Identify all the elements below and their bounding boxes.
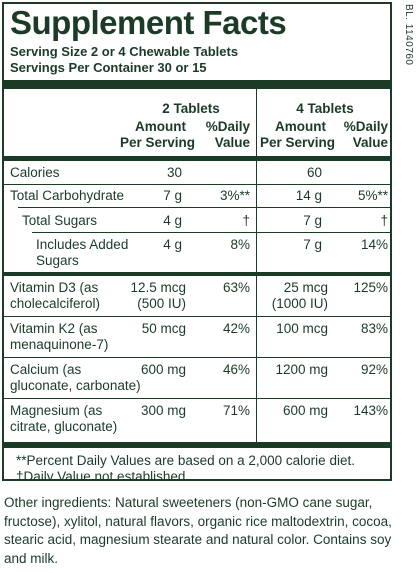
row-divider bbox=[18, 207, 390, 208]
dv-2tab: 3%** bbox=[219, 188, 250, 203]
dv-4tab: 14% bbox=[360, 237, 388, 252]
dv-2tab: 71% bbox=[222, 403, 250, 418]
thick-rule-top bbox=[4, 80, 390, 89]
amount-2tab: 7 g bbox=[163, 188, 182, 203]
amount-4tab: 7 g bbox=[303, 237, 322, 252]
row-divider bbox=[4, 184, 390, 185]
dv-header-1a: %Daily bbox=[205, 119, 250, 134]
dv-4tab: 92% bbox=[360, 362, 388, 377]
amount-2tab: 12.5 mcg bbox=[130, 280, 186, 295]
row-divider bbox=[32, 232, 390, 233]
label-code: BL. 1140760 bbox=[403, 4, 414, 66]
dv-header-2b: Value bbox=[352, 135, 388, 150]
dv-4tab: 5%** bbox=[357, 188, 388, 203]
dv-2tab: 42% bbox=[222, 321, 250, 336]
dv-4tab: † bbox=[380, 213, 388, 228]
nutrient-name-cont: gluconate, carbonate) bbox=[10, 378, 141, 393]
nutrient-name: Includes Added bbox=[36, 237, 129, 252]
footnote-percent-dv: **Percent Daily Values are based on a 2,… bbox=[16, 453, 355, 468]
amount-2tab: 4 g bbox=[163, 237, 182, 252]
amount-header-2a: Amount bbox=[275, 119, 326, 134]
column-divider bbox=[256, 89, 257, 442]
row-divider bbox=[4, 316, 390, 317]
nutrient-name: Calcium (as bbox=[10, 362, 82, 377]
supplement-facts-panel: Supplement Facts Serving Size 2 or 4 Che… bbox=[2, 2, 392, 481]
nutrient-name: Magnesium (as bbox=[10, 403, 103, 418]
nutrient-name-cont: cholecalciferol) bbox=[10, 296, 101, 311]
group2-header: 4 Tablets bbox=[296, 101, 354, 116]
amount-2tab: 4 g bbox=[163, 213, 182, 228]
nutrient-name: Total Carbohydrate bbox=[10, 188, 125, 203]
other-ingredients: Other ingredients: Natural sweeteners (n… bbox=[4, 495, 392, 566]
amount-2tab: 50 mcg bbox=[141, 321, 186, 336]
dv-2tab: 63% bbox=[222, 280, 250, 295]
amount-4tab: 100 mcg bbox=[276, 321, 328, 336]
dv-4tab: 143% bbox=[353, 403, 388, 418]
amount-2tab: 30 bbox=[166, 165, 182, 180]
row-divider bbox=[4, 357, 390, 358]
amount-header-1a: Amount bbox=[135, 119, 186, 134]
nutrient-name: Vitamin D3 (as bbox=[10, 280, 99, 295]
amount-4tab: 60 bbox=[306, 165, 322, 180]
nutrient-name: Total Sugars bbox=[22, 213, 98, 228]
dv-4tab: 83% bbox=[360, 321, 388, 336]
amount-header-2b: Per Serving bbox=[260, 135, 336, 150]
amount-4tab: 25 mcg bbox=[283, 280, 328, 295]
serving-size: Serving Size 2 or 4 Chewable Tablets bbox=[10, 44, 239, 59]
amount-2tab: 600 mg bbox=[140, 362, 186, 377]
row-divider bbox=[4, 398, 390, 399]
group1-header: 2 Tablets bbox=[162, 101, 220, 116]
dv-2tab: † bbox=[242, 213, 250, 228]
dv-2tab: 8% bbox=[230, 237, 250, 252]
nutrient-name-cont: citrate, gluconate) bbox=[10, 419, 118, 434]
amount-2tab: 300 mg bbox=[140, 403, 186, 418]
nutrient-name-cont: menaquinone-7) bbox=[10, 337, 109, 352]
nutrient-name: Vitamin K2 (as bbox=[10, 321, 98, 336]
dv-header-2a: %Daily bbox=[343, 119, 388, 134]
amount-4tab-iu: (1000 IU) bbox=[271, 296, 328, 311]
amount-header-1b: Per Serving bbox=[120, 135, 196, 150]
panel-title: Supplement Facts bbox=[10, 4, 287, 41]
thick-rule-vitamins bbox=[4, 272, 390, 276]
servings-per-container: Servings Per Container 30 or 15 bbox=[10, 60, 207, 75]
amount-4tab: 1200 mg bbox=[275, 362, 328, 377]
amount-2tab-iu: (500 IU) bbox=[137, 296, 186, 311]
nutrient-name-cont: Sugars bbox=[36, 253, 79, 268]
amount-4tab: 600 mg bbox=[282, 403, 328, 418]
footnote-dv-not-established: †Daily Value not established. bbox=[16, 469, 190, 481]
dv-2tab: 46% bbox=[222, 362, 250, 377]
dv-4tab: 125% bbox=[353, 280, 388, 295]
amount-4tab: 14 g bbox=[295, 188, 322, 203]
thick-rule-mid bbox=[4, 156, 390, 161]
amount-4tab: 7 g bbox=[303, 213, 322, 228]
dv-header-1b: Value bbox=[214, 135, 250, 150]
thick-rule-bottom bbox=[4, 442, 390, 448]
nutrient-name: Calories bbox=[10, 165, 60, 180]
